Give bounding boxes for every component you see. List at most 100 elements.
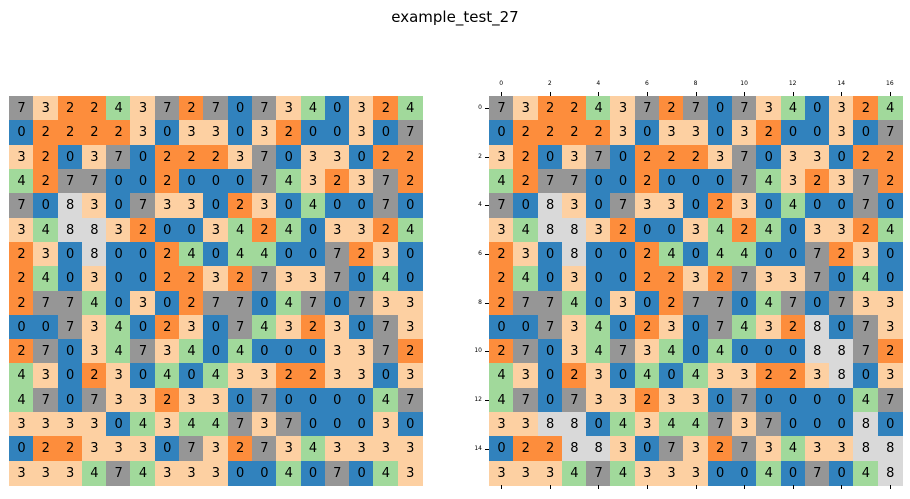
grid-cell: 2 (634, 387, 660, 413)
grid-cell: 2 (489, 266, 514, 292)
grid-cell: 3 (81, 193, 107, 219)
grid-cell: 2 (659, 290, 685, 316)
grid-cell: 7 (251, 96, 277, 121)
grid-cell: 2 (513, 168, 539, 194)
grid-cell: 3 (9, 412, 34, 438)
grid-cell: 2 (33, 436, 59, 462)
grid-cell: 0 (780, 387, 806, 413)
grid-cell: 2 (154, 144, 180, 170)
grid-cell: 0 (397, 266, 423, 292)
grid-cell: 4 (227, 217, 253, 243)
grid-cell: 0 (707, 168, 733, 194)
grid-cell: 4 (610, 412, 636, 438)
grid-cell: 3 (707, 144, 733, 170)
grid-cell: 2 (877, 168, 903, 194)
grid-cell: 7 (276, 412, 302, 438)
grid-cell: 3 (227, 144, 253, 170)
grid-cell: 0 (829, 266, 855, 292)
grid-cell: 2 (154, 241, 180, 267)
grid-cell: 2 (154, 387, 180, 413)
grid-cell: 7 (707, 412, 733, 438)
grid-cell: 3 (634, 412, 660, 438)
grid-cell: 3 (9, 144, 34, 170)
grid-cell: 2 (33, 144, 59, 170)
grid-cell: 0 (251, 290, 277, 316)
grid-cell: 7 (179, 436, 205, 462)
x-tick-mark (501, 485, 503, 489)
grid-cell: 2 (634, 266, 660, 292)
grid-cell: 0 (9, 314, 34, 340)
grid-cell: 4 (106, 339, 132, 365)
grid-cell: 3 (397, 290, 423, 316)
grid-cell: 7 (513, 387, 539, 413)
grid-cell: 3 (276, 436, 302, 462)
grid-cell: 3 (251, 412, 277, 438)
grid-cell: 3 (276, 314, 302, 340)
grid-cell: 0 (780, 460, 806, 486)
grid-cell: 0 (853, 120, 879, 146)
grid-cell: 3 (513, 96, 539, 121)
grid-cell: 3 (397, 436, 423, 462)
grid-cell: 0 (513, 193, 539, 219)
grid-cell: 2 (634, 241, 660, 267)
grid-cell: 0 (780, 339, 806, 365)
grid-cell: 3 (106, 217, 132, 243)
grid-cell: 3 (804, 363, 830, 389)
grid-cell: 3 (731, 412, 757, 438)
grid-cell: 4 (756, 290, 782, 316)
grid-cell: 7 (731, 96, 757, 121)
x-tick-label: 2 (547, 80, 552, 87)
grid-cell: 4 (276, 460, 302, 486)
grid-cell: 0 (804, 387, 830, 413)
grid-cell: 0 (683, 241, 709, 267)
grid-cell: 7 (756, 412, 782, 438)
grid-cell: 0 (276, 241, 302, 267)
grid-cell: 8 (81, 241, 107, 267)
x-tick-mark (744, 92, 746, 96)
grid-cell: 4 (397, 96, 423, 121)
grid-cell: 3 (81, 436, 107, 462)
grid-cell: 4 (9, 363, 34, 389)
grid-cell: 0 (756, 387, 782, 413)
grid-cell: 0 (829, 460, 855, 486)
grid-cell: 0 (829, 314, 855, 340)
grid-cell: 2 (203, 144, 229, 170)
grid-cell: 8 (81, 217, 107, 243)
grid-cell: 7 (731, 144, 757, 170)
grid-cell: 0 (349, 193, 375, 219)
grid-cell: 2 (300, 363, 326, 389)
grid-cell: 2 (610, 217, 636, 243)
grid-cell: 0 (707, 460, 733, 486)
grid-cell: 3 (853, 241, 879, 267)
grid-cell: 4 (877, 217, 903, 243)
grid-cell: 8 (829, 363, 855, 389)
grid-cell: 0 (489, 436, 514, 462)
grid-cell: 4 (179, 241, 205, 267)
grid-cell: 3 (9, 460, 34, 486)
grid-cell: 3 (130, 96, 156, 121)
grid-cell: 0 (877, 193, 903, 219)
grid-cell: 2 (9, 241, 34, 267)
grid-cell: 0 (276, 387, 302, 413)
grid-cell: 8 (829, 339, 855, 365)
grid-cell: 0 (154, 120, 180, 146)
grid-cell: 3 (537, 460, 563, 486)
grid-cell: 4 (227, 339, 253, 365)
x-tick-mark (889, 485, 891, 489)
grid-cell: 4 (707, 217, 733, 243)
grid-cell: 2 (154, 266, 180, 292)
grid-cell: 3 (756, 96, 782, 121)
grid-cell: 0 (276, 339, 302, 365)
grid-cell: 0 (9, 120, 34, 146)
grid-cell: 3 (57, 460, 83, 486)
grid-cell: 4 (251, 314, 277, 340)
grid-cell: 0 (659, 168, 685, 194)
x-tick-mark (792, 485, 794, 489)
grid-cell: 7 (853, 193, 879, 219)
grid-cell: 0 (804, 120, 830, 146)
grid-cell: 4 (489, 387, 514, 413)
grid-cell: 7 (804, 241, 830, 267)
grid-cell: 7 (877, 120, 903, 146)
grid-cell: 8 (853, 412, 879, 438)
